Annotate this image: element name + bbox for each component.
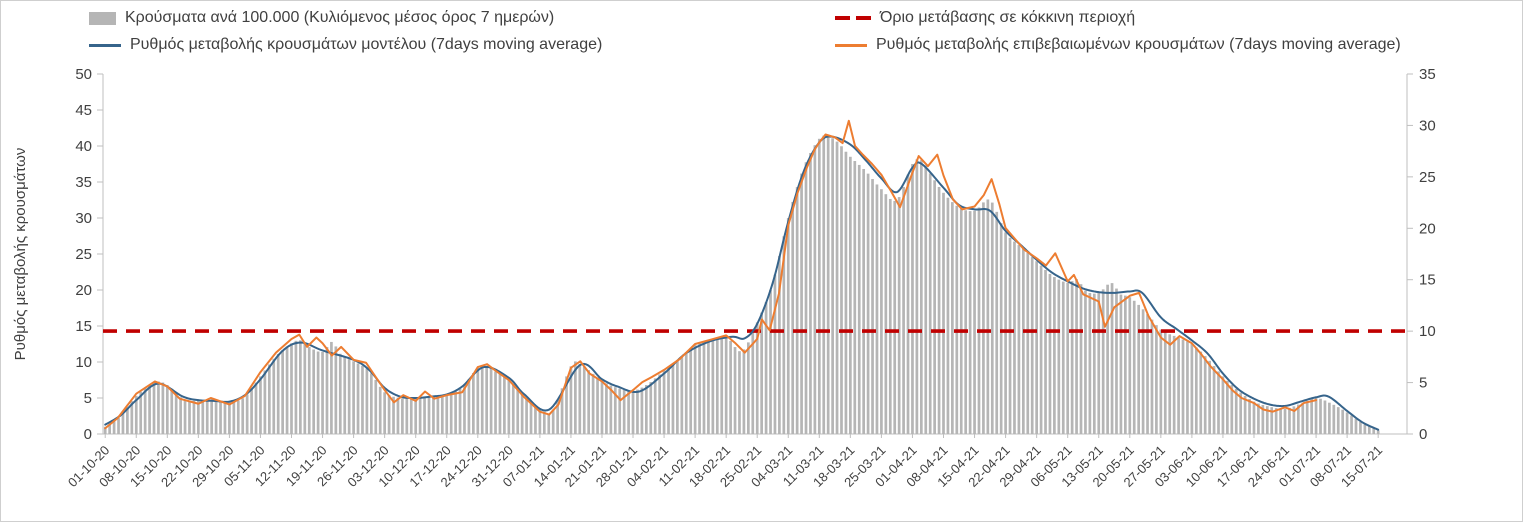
dash-segment xyxy=(835,16,850,20)
x-axis-labels: 01-10-2008-10-2015-10-2022-10-2029-10-20… xyxy=(65,434,1385,490)
bar-series-swatch xyxy=(89,11,116,25)
svg-text:10: 10 xyxy=(75,354,92,371)
legend-label-red-threshold: Όριο μετάβασης σε κόκκινη περιοχή xyxy=(880,9,1136,26)
svg-text:30: 30 xyxy=(1419,117,1436,134)
svg-text:15: 15 xyxy=(1419,272,1436,289)
dash-segment xyxy=(856,16,871,20)
model-line-swatch xyxy=(89,43,121,47)
svg-text:45: 45 xyxy=(75,102,92,119)
svg-text:35: 35 xyxy=(75,174,92,191)
threshold-dash-swatch xyxy=(835,16,871,20)
svg-text:15: 15 xyxy=(75,318,92,335)
y-axis-title: Ρυθμός μεταβολής κρουσμάτων xyxy=(12,148,29,361)
svg-text:25: 25 xyxy=(75,246,92,263)
legend-label-model-rate: Ρυθμός μεταβολής κρουσμάτων μοντέλου (7d… xyxy=(130,36,603,53)
svg-text:40: 40 xyxy=(75,138,92,155)
svg-text:0: 0 xyxy=(1419,426,1427,443)
svg-text:20: 20 xyxy=(1419,220,1436,237)
confirmed-line-swatch xyxy=(835,43,867,47)
bars-cases-per-100k xyxy=(103,135,1380,435)
svg-text:50: 50 xyxy=(75,66,92,83)
svg-text:0: 0 xyxy=(84,426,92,443)
legend-item-red-threshold: Όριο μετάβασης σε κόκκινη περιοχή xyxy=(835,9,1135,27)
svg-text:20: 20 xyxy=(75,282,92,299)
svg-text:35: 35 xyxy=(1419,66,1436,83)
svg-text:5: 5 xyxy=(84,390,92,407)
legend-item-cases-per-100k: Κρούσματα ανά 100.000 (Κυλιόμενος μέσος … xyxy=(89,9,554,27)
svg-text:30: 30 xyxy=(75,210,92,227)
svg-text:5: 5 xyxy=(1419,375,1427,392)
left-axis-labels: 0 5 10 15 20 25 30 35 40 45 50 xyxy=(75,66,103,443)
legend-label-confirmed-rate: Ρυθμός μεταβολής επιβεβαιωμένων κρουσμάτ… xyxy=(876,36,1401,53)
right-axis-labels: 0 5 10 15 20 25 30 35 xyxy=(1407,66,1436,443)
legend-label-cases-per-100k: Κρούσματα ανά 100.000 (Κυλιόμενος μέσος … xyxy=(125,9,555,26)
legend-item-model-rate: Ρυθμός μεταβολής κρουσμάτων μοντέλου (7d… xyxy=(89,36,602,54)
svg-text:10: 10 xyxy=(1419,323,1436,340)
legend-item-confirmed-rate: Ρυθμός μεταβολής επιβεβαιωμένων κρουσμάτ… xyxy=(835,36,1401,54)
confirmed-rate-line xyxy=(104,119,1318,430)
svg-text:25: 25 xyxy=(1419,169,1436,186)
